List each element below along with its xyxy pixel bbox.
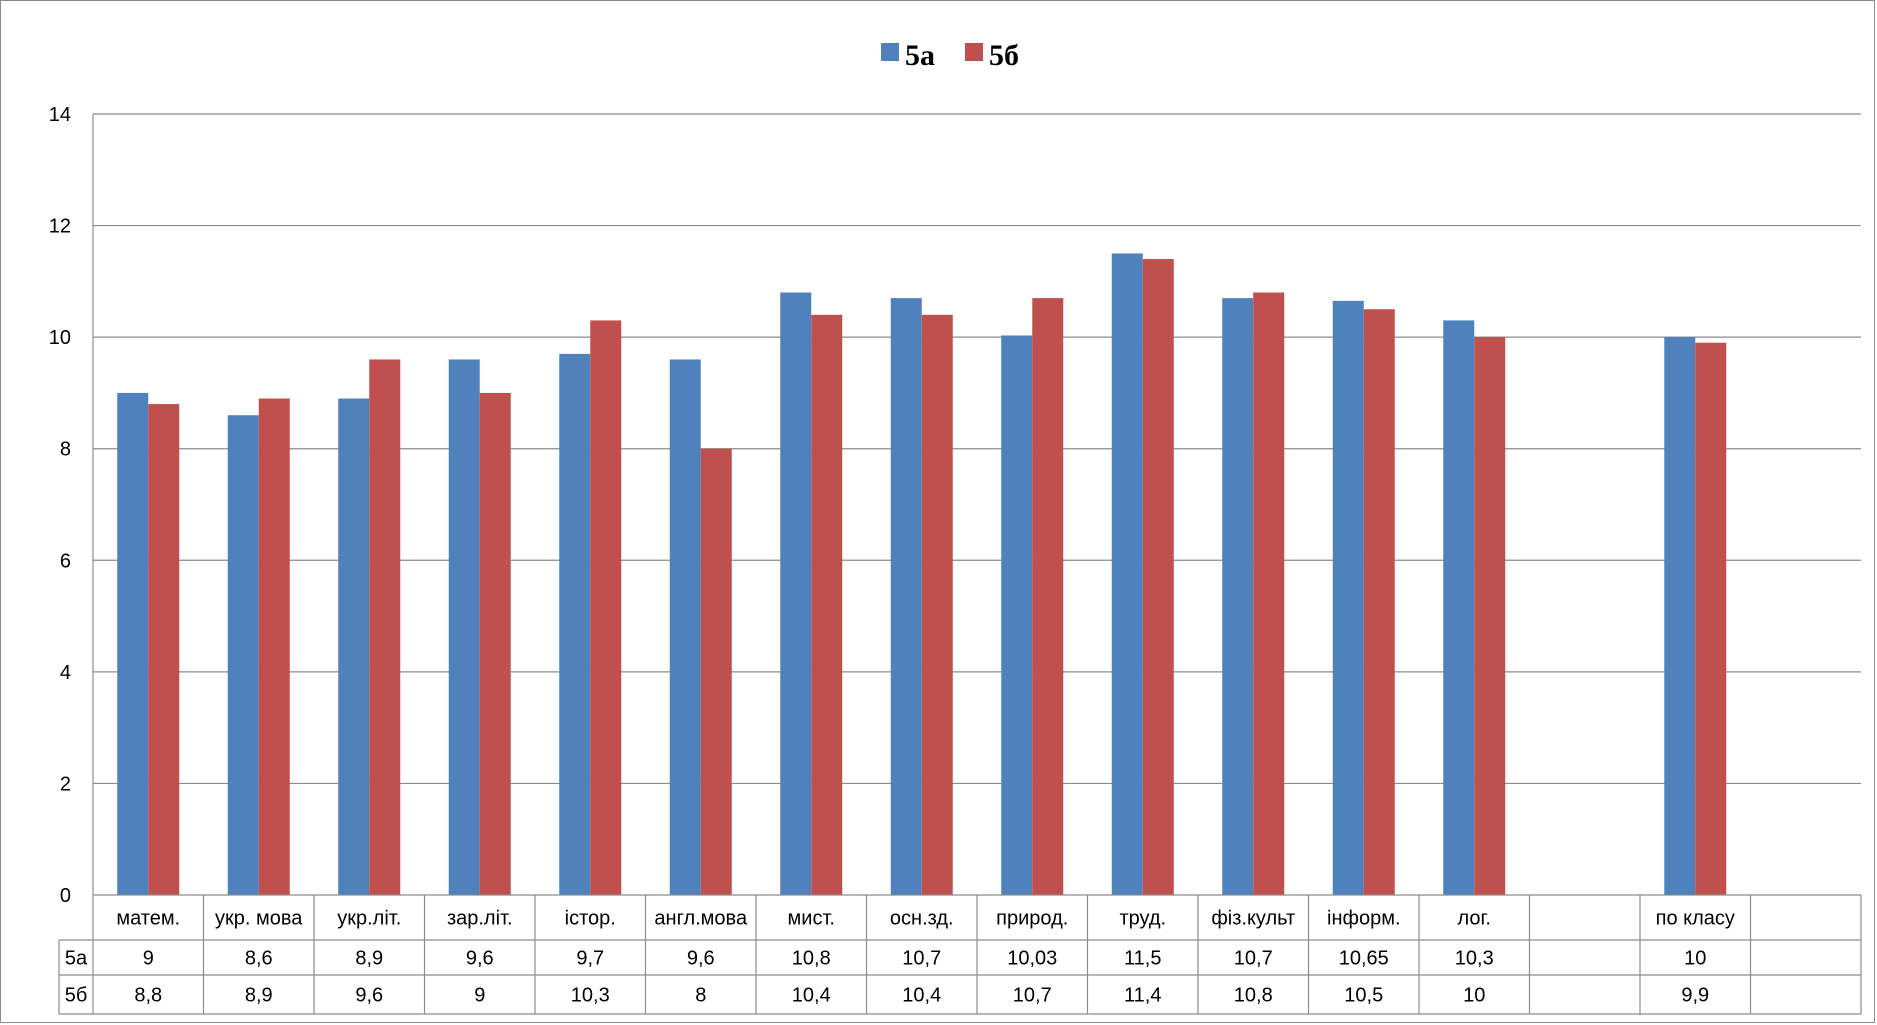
bars <box>117 253 1727 896</box>
bar-5б-англ-мова <box>700 448 732 895</box>
data-label: 10,7 <box>1234 948 1273 970</box>
bar-5б-матем <box>148 404 180 895</box>
bar-5б-мист <box>811 314 843 895</box>
data-label: 10,65 <box>1339 948 1389 970</box>
data-label: 9,6 <box>355 985 383 1007</box>
series-name-5б: 5б <box>65 985 88 1007</box>
category-label: укр. мова <box>215 908 303 930</box>
bar-5а-матем <box>117 392 149 895</box>
data-label: 10,3 <box>571 985 610 1007</box>
legend: 5а 5б <box>881 39 1019 72</box>
data-label: 10,8 <box>1234 985 1273 1007</box>
category-label: осн.зд. <box>890 908 954 930</box>
data-label: 8,9 <box>245 985 273 1007</box>
bar-5б-істор <box>590 320 622 896</box>
data-label: 10,4 <box>902 985 941 1007</box>
category-label: англ.мова <box>654 908 748 930</box>
data-label: 8,8 <box>134 985 162 1007</box>
data-label: 9,9 <box>1681 985 1709 1007</box>
category-label: по класу <box>1656 908 1735 930</box>
data-label: 9 <box>474 985 485 1007</box>
y-tick-label: 12 <box>49 216 71 238</box>
data-label: 9,6 <box>687 948 715 970</box>
data-label: 10 <box>1684 948 1706 970</box>
category-label: фіз.культ <box>1211 908 1295 930</box>
y-tick-label: 8 <box>60 439 71 461</box>
category-label: істор. <box>565 908 616 930</box>
category-label: інформ. <box>1327 908 1401 930</box>
legend-swatch-5б <box>965 43 983 61</box>
legend-label-5а: 5а <box>905 39 935 72</box>
data-label: 10,5 <box>1344 985 1383 1007</box>
bar-5б-зар-літ <box>479 392 511 895</box>
bar-5б-лог <box>1474 337 1506 896</box>
data-label: 10,4 <box>792 985 831 1007</box>
bar-5б-труд <box>1142 259 1174 895</box>
y-tick-label: 2 <box>60 773 71 795</box>
bar-5а-істор <box>559 353 591 896</box>
data-label: 10,8 <box>792 948 831 970</box>
bar-5б-інформ <box>1363 309 1395 895</box>
data-label: 10,7 <box>1013 985 1052 1007</box>
y-tick-label: 4 <box>60 662 71 684</box>
bar-5а-мист <box>780 292 812 895</box>
bar-5а-природ <box>1001 335 1033 895</box>
data-label: 8,9 <box>355 948 383 970</box>
data-table: матем. укр. мова укр.літ. зар.літ. істор. анг… <box>58 894 1862 1015</box>
category-label: лог. <box>1458 908 1491 930</box>
data-label: 8,6 <box>245 948 273 970</box>
legend-label-5б: 5б <box>989 39 1019 72</box>
data-label: 9,7 <box>576 948 604 970</box>
category-label: мист. <box>788 908 835 930</box>
category-label: зар.літ. <box>447 908 513 930</box>
bar-5а-лог <box>1443 320 1475 896</box>
data-label: 11,4 <box>1124 985 1161 1007</box>
y-tick-label: 10 <box>49 327 71 349</box>
bar-5а-фіз-культ <box>1222 298 1254 895</box>
bar-5а-укр-мова <box>227 415 259 895</box>
bar-5б-укр-літ <box>369 359 401 895</box>
bar-5а-труд <box>1111 253 1143 895</box>
y-tick-label: 0 <box>60 885 71 907</box>
series-name-5а: 5а <box>65 948 88 970</box>
legend-swatch-5а <box>881 43 899 61</box>
bar-5а-укр-літ <box>338 398 370 895</box>
bar-5а-зар-літ <box>448 359 480 895</box>
bar-5а-інформ <box>1332 300 1364 895</box>
data-label: 9,6 <box>466 948 494 970</box>
data-label: 8 <box>695 985 706 1007</box>
bar-5б-по-класу <box>1695 342 1727 895</box>
y-axis: 0 2 4 6 8 10 12 14 <box>49 104 94 907</box>
data-label: 9 <box>143 948 154 970</box>
data-label: 10,3 <box>1455 948 1494 970</box>
bar-5а-по-класу <box>1664 337 1696 896</box>
data-label: 10,7 <box>902 948 941 970</box>
category-label: укр.літ. <box>337 908 401 930</box>
bar-5а-англ-мова <box>669 359 701 895</box>
category-label: труд. <box>1119 908 1166 930</box>
data-label: 11,5 <box>1124 948 1161 970</box>
bar-5б-природ <box>1032 298 1064 895</box>
bar-5б-фіз-культ <box>1253 292 1285 895</box>
category-label: матем. <box>116 908 180 930</box>
data-label: 10 <box>1463 985 1485 1007</box>
bar-5а-осн-зд <box>890 298 922 895</box>
y-tick-label: 14 <box>49 104 71 126</box>
bar-5б-осн-зд <box>921 314 953 895</box>
data-label: 10,03 <box>1007 948 1057 970</box>
y-tick-label: 6 <box>60 550 71 572</box>
category-label: природ. <box>996 908 1068 930</box>
bar-5б-укр-мова <box>258 398 290 895</box>
